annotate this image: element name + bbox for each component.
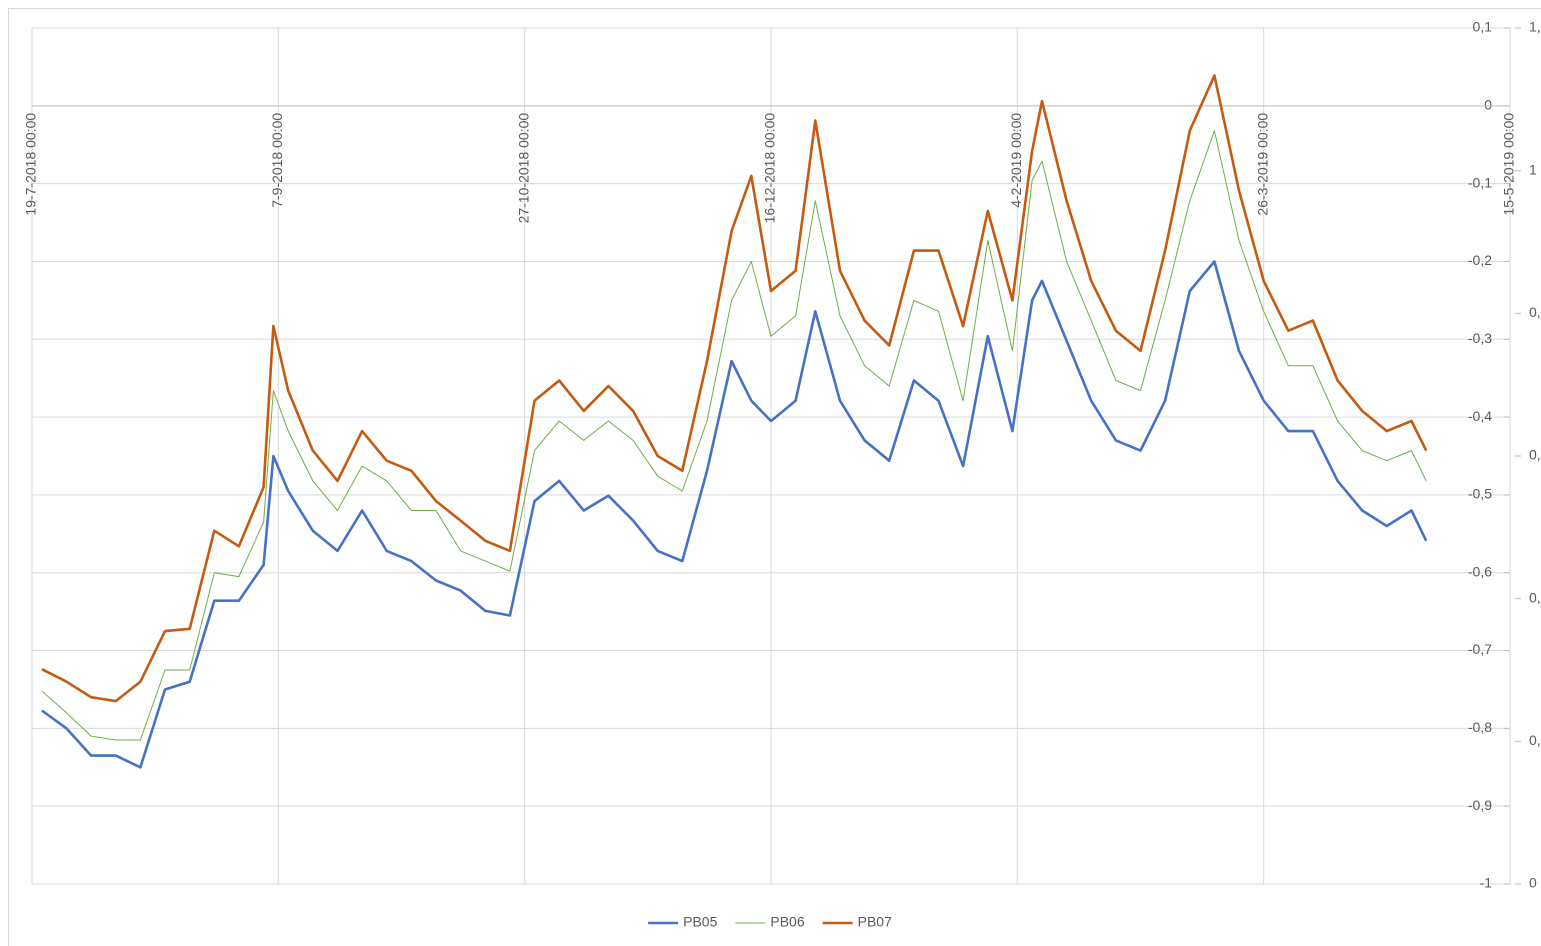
x-tick-label: 4-2-2019 00:00 (1008, 113, 1024, 208)
y2-tick-label: 0,4 (1529, 589, 1541, 605)
legend-label: PB07 (858, 914, 892, 930)
y-tick-label: -0,9 (1468, 797, 1492, 813)
y-tick-label: -1 (1480, 875, 1493, 891)
y-tick-label: -0,4 (1468, 408, 1492, 424)
y-tick-label: 0 (1484, 97, 1492, 113)
legend-label: PB05 (683, 914, 717, 930)
chart-border (8, 8, 1541, 946)
x-tick-label: 19-7-2018 00:00 (23, 113, 39, 216)
y-tick-label: -0,3 (1468, 330, 1492, 346)
y-tick-label: -0,7 (1468, 641, 1492, 657)
x-tick-label: 26-3-2019 00:00 (1254, 113, 1270, 216)
y2-tick-label: 0,2 (1529, 732, 1541, 748)
y2-tick-label: 0,6 (1529, 447, 1541, 463)
legend: PB05 PB06 PB07 (648, 914, 892, 930)
x-tick-label: 16-12-2018 00:00 (762, 113, 778, 224)
x-tick-label: 15-5-2019 00:00 (1501, 113, 1517, 216)
x-tick-label: 27-10-2018 00:00 (515, 113, 531, 224)
y-tick-label: -0,1 (1468, 174, 1492, 190)
y2-tick-label: 1,2 (1529, 19, 1541, 35)
y-tick-label: 0,1 (1473, 19, 1493, 35)
y-tick-label: -0,6 (1468, 563, 1492, 579)
y2-tick-label: 0,8 (1529, 304, 1541, 320)
y-tick-label: -0,2 (1468, 252, 1492, 268)
y-tick-label: -0,8 (1468, 719, 1492, 735)
x-tick-label: 7-9-2018 00:00 (269, 113, 285, 208)
series-line (41, 74, 1428, 703)
y-tick-label: -0,5 (1468, 486, 1492, 502)
legend-label: PB06 (770, 914, 804, 930)
y2-tick-label: 1 (1529, 161, 1537, 177)
series-line (41, 260, 1428, 769)
y2-tick-label: 0 (1529, 875, 1537, 891)
series-line (41, 130, 1427, 741)
